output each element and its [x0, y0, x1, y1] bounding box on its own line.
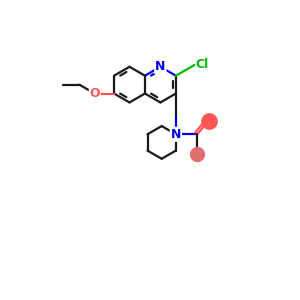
Text: N: N — [155, 60, 166, 73]
Text: Cl: Cl — [196, 58, 209, 71]
Text: O: O — [89, 87, 100, 100]
Text: N: N — [171, 128, 181, 141]
